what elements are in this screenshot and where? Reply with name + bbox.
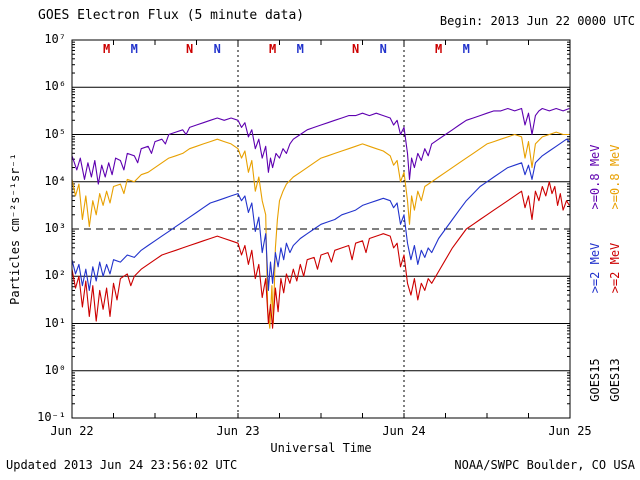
y-tick-label: 10⁷ bbox=[44, 32, 66, 46]
begin-timestamp: Begin: 2013 Jun 22 0000 UTC bbox=[439, 14, 635, 28]
plot-border bbox=[71, 39, 571, 419]
updated-timestamp: Updated 2013 Jun 24 23:56:02 UTC bbox=[6, 458, 238, 472]
series-goes15-e08 bbox=[71, 107, 570, 185]
marker-noon: N bbox=[352, 42, 359, 56]
marker-midnight: M bbox=[463, 42, 470, 56]
legend-goes15-e08-label: >=0.8 MeV bbox=[588, 144, 602, 210]
marker-midnight: M bbox=[103, 42, 110, 56]
marker-midnight: M bbox=[131, 42, 138, 56]
marker-midnight: M bbox=[269, 42, 276, 56]
y-tick-label: 10⁴ bbox=[44, 173, 66, 188]
marker-noon: N bbox=[380, 42, 387, 56]
marker-midnight: M bbox=[435, 42, 442, 56]
credit: NOAA/SWPC Boulder, CO USA bbox=[454, 458, 635, 472]
y-tick-label: 10⁵ bbox=[44, 126, 66, 141]
x-tick-label: Jun 25 bbox=[548, 424, 592, 438]
marker-midnight: M bbox=[297, 42, 304, 56]
marker-noon: N bbox=[186, 42, 193, 56]
x-tick-label: Jun 23 bbox=[216, 424, 260, 438]
chart-title: GOES Electron Flux (5 minute data) bbox=[38, 8, 305, 23]
y-tick-label: 10² bbox=[44, 268, 66, 283]
y-tick-label: 10⁶ bbox=[44, 79, 66, 94]
legend-goes13-name: GOES13 bbox=[608, 358, 622, 402]
legend-goes15-name: GOES15 bbox=[588, 358, 602, 402]
legend-goes13-e2-label: >=2 MeV bbox=[608, 242, 622, 294]
x-tick-label: Jun 24 bbox=[382, 424, 426, 438]
y-tick-label: 10³ bbox=[44, 221, 66, 235]
marker-noon: N bbox=[214, 42, 221, 56]
y-tick-label: 10⁰ bbox=[44, 362, 66, 377]
series-goes15-e2 bbox=[71, 138, 570, 291]
x-tick-label: Jun 22 bbox=[50, 424, 94, 438]
series-goes13-e08 bbox=[71, 131, 570, 329]
legend-goes15-e2-label: >=2 MeV bbox=[588, 242, 602, 294]
x-axis-title: Universal Time bbox=[270, 441, 372, 455]
series-goes13-e2 bbox=[71, 181, 570, 329]
y-tick-label: 10¹ bbox=[44, 315, 66, 330]
legend-goes13-e08-label: >=0.8 MeV bbox=[608, 144, 622, 210]
y-tick-label: 10⁻¹ bbox=[37, 410, 66, 424]
